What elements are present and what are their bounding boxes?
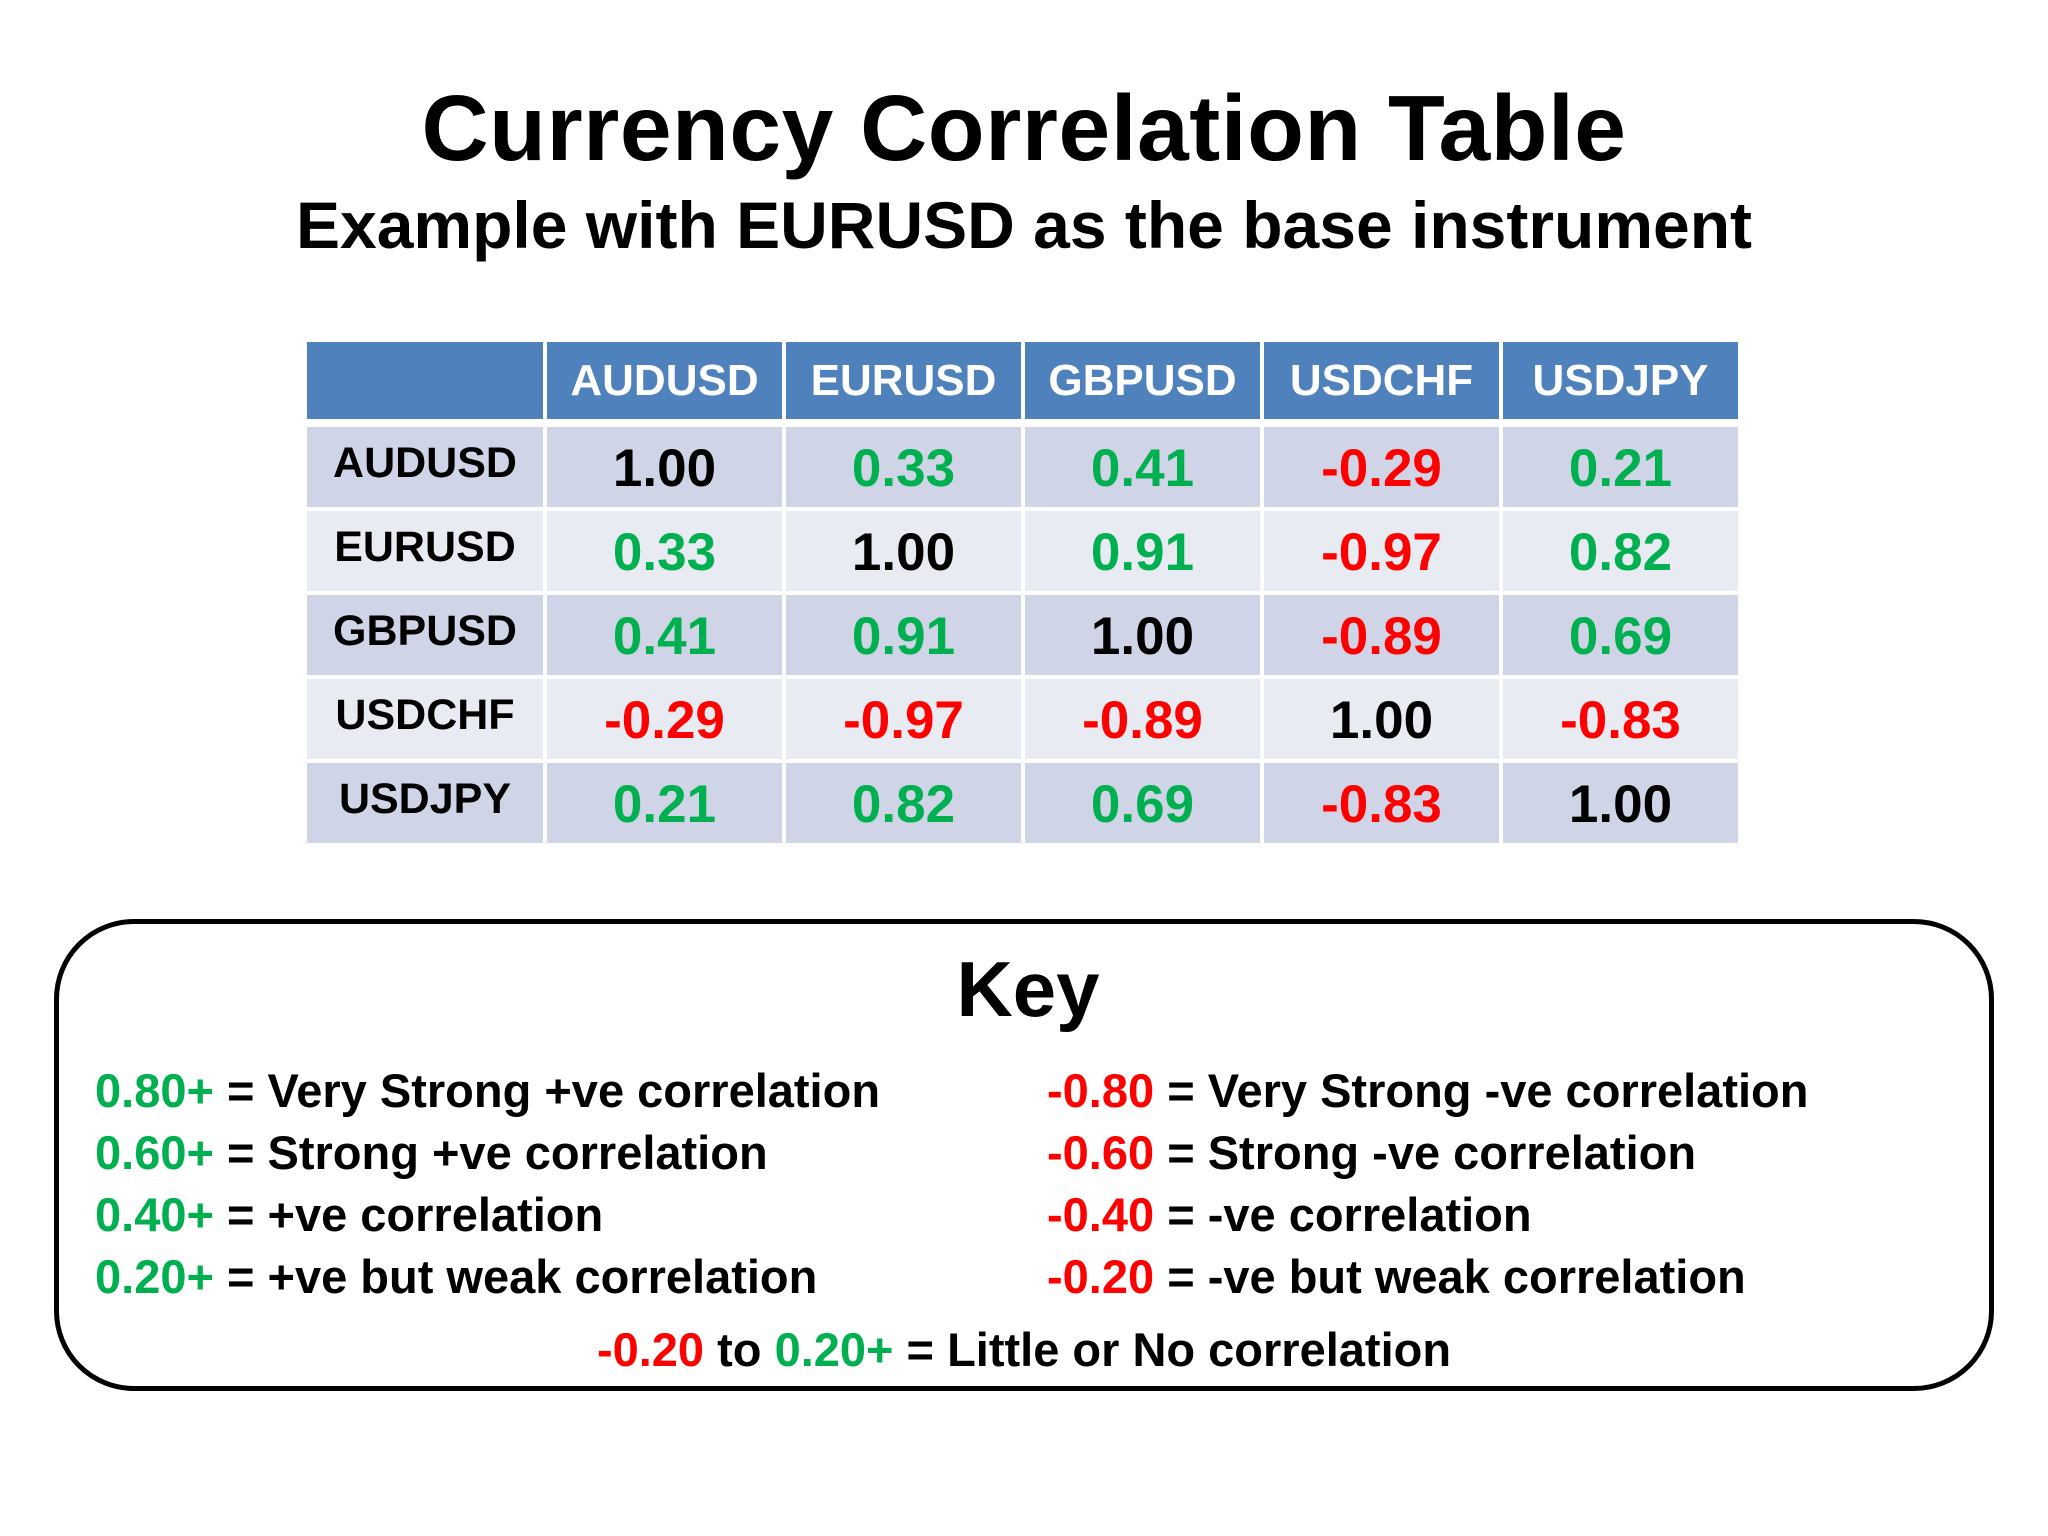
table-cell: -0.97 [1264, 511, 1499, 591]
table-row: EURUSD 0.33 1.00 0.91 -0.97 0.82 [307, 511, 1738, 591]
table-cell: 0.41 [547, 595, 782, 675]
table-cell: 1.00 [1264, 679, 1499, 759]
key-description: = Very Strong +ve correlation [213, 1064, 881, 1117]
key-description: = -ve but weak correlation [1154, 1250, 1746, 1303]
table-cell: 0.21 [1503, 427, 1738, 507]
key-item-negative: -0.20 = -ve but weak correlation [1047, 1246, 1808, 1308]
key-threshold-high: 0.20+ [774, 1323, 894, 1376]
row-header-usdchf: USDCHF [307, 679, 543, 759]
key-description: = +ve correlation [213, 1188, 604, 1241]
key-positive-column: 0.80+ = Very Strong +ve correlation 0.60… [95, 1060, 880, 1308]
key-description: = Strong +ve correlation [213, 1126, 768, 1179]
row-header-usdjpy: USDJPY [307, 763, 543, 843]
key-threshold: 0.60+ [95, 1126, 214, 1179]
table-cell: -0.89 [1025, 679, 1260, 759]
table-cell: -0.83 [1264, 763, 1499, 843]
key-item-positive: 0.80+ = Very Strong +ve correlation [95, 1060, 880, 1122]
key-title: Key [956, 945, 1100, 1033]
table-corner-cell [307, 342, 543, 419]
correlation-table: AUDUSD EURUSD GBPUSD USDCHF USDJPY AUDUS… [307, 342, 1738, 847]
key-neutral-line: -0.20 to 0.20+ = Little or No correlatio… [59, 1319, 1989, 1381]
table-cell: -0.83 [1503, 679, 1738, 759]
table-row: GBPUSD 0.41 0.91 1.00 -0.89 0.69 [307, 595, 1738, 675]
key-item-negative: -0.40 = -ve correlation [1047, 1184, 1808, 1246]
page-title: Currency Correlation Table [421, 76, 1627, 180]
table-cell: 0.41 [1025, 427, 1260, 507]
key-item-positive: 0.60+ = Strong +ve correlation [95, 1122, 880, 1184]
table-cell: 0.21 [547, 763, 782, 843]
table-cell: 0.69 [1025, 763, 1260, 843]
key-threshold-low: -0.20 [596, 1323, 705, 1376]
table-cell: -0.29 [1264, 427, 1499, 507]
key-item-negative: -0.80 = Very Strong -ve correlation [1047, 1060, 1808, 1122]
key-item-positive: 0.20+ = +ve but weak correlation [95, 1246, 880, 1308]
table-cell: 1.00 [547, 427, 782, 507]
table-cell: 1.00 [1025, 595, 1260, 675]
table-header-row: AUDUSD EURUSD GBPUSD USDCHF USDJPY [307, 342, 1738, 419]
key-description: = Strong -ve correlation [1154, 1126, 1697, 1179]
column-header-usdjpy: USDJPY [1503, 342, 1738, 419]
row-header-gbpusd: GBPUSD [307, 595, 543, 675]
table-cell: 0.69 [1503, 595, 1738, 675]
key-threshold: 0.20+ [95, 1250, 214, 1303]
table-row: USDJPY 0.21 0.82 0.69 -0.83 1.00 [307, 763, 1738, 843]
table-cell: 1.00 [1503, 763, 1738, 843]
table-cell: 0.91 [786, 595, 1021, 675]
page-subtitle: Example with EURUSD as the base instrume… [295, 188, 1753, 262]
table-cell: 0.82 [786, 763, 1021, 843]
row-header-audusd: AUDUSD [307, 427, 543, 507]
key-threshold: 0.80+ [95, 1064, 214, 1117]
column-header-audusd: AUDUSD [547, 342, 782, 419]
table-cell: 0.82 [1503, 511, 1738, 591]
key-description: = Little or No correlation [893, 1323, 1452, 1376]
key-item-positive: 0.40+ = +ve correlation [95, 1184, 880, 1246]
key-legend-box: Key 0.80+ = Very Strong +ve correlation … [54, 919, 1994, 1391]
key-description: = Very Strong -ve correlation [1154, 1064, 1809, 1117]
key-threshold: -0.20 [1047, 1250, 1155, 1303]
table-row: AUDUSD 1.00 0.33 0.41 -0.29 0.21 [307, 427, 1738, 507]
table-cell: -0.89 [1264, 595, 1499, 675]
table-cell: 0.33 [547, 511, 782, 591]
key-threshold: -0.80 [1047, 1064, 1155, 1117]
key-item-negative: -0.60 = Strong -ve correlation [1047, 1122, 1808, 1184]
table-cell: 0.91 [1025, 511, 1260, 591]
row-header-eurusd: EURUSD [307, 511, 543, 591]
key-threshold: -0.40 [1047, 1188, 1155, 1241]
key-negative-column: -0.80 = Very Strong -ve correlation -0.6… [1047, 1060, 1808, 1308]
key-threshold: 0.40+ [95, 1188, 214, 1241]
table-cell: -0.29 [547, 679, 782, 759]
key-threshold: -0.60 [1047, 1126, 1155, 1179]
key-to-label: to [704, 1323, 775, 1376]
column-header-eurusd: EURUSD [786, 342, 1021, 419]
table-cell: 1.00 [786, 511, 1021, 591]
table-cell: 0.33 [786, 427, 1021, 507]
column-header-gbpusd: GBPUSD [1025, 342, 1260, 419]
key-description: = +ve but weak correlation [213, 1250, 818, 1303]
key-description: = -ve correlation [1154, 1188, 1532, 1241]
column-header-usdchf: USDCHF [1264, 342, 1499, 419]
table-row: USDCHF -0.29 -0.97 -0.89 1.00 -0.83 [307, 679, 1738, 759]
table-cell: -0.97 [786, 679, 1021, 759]
